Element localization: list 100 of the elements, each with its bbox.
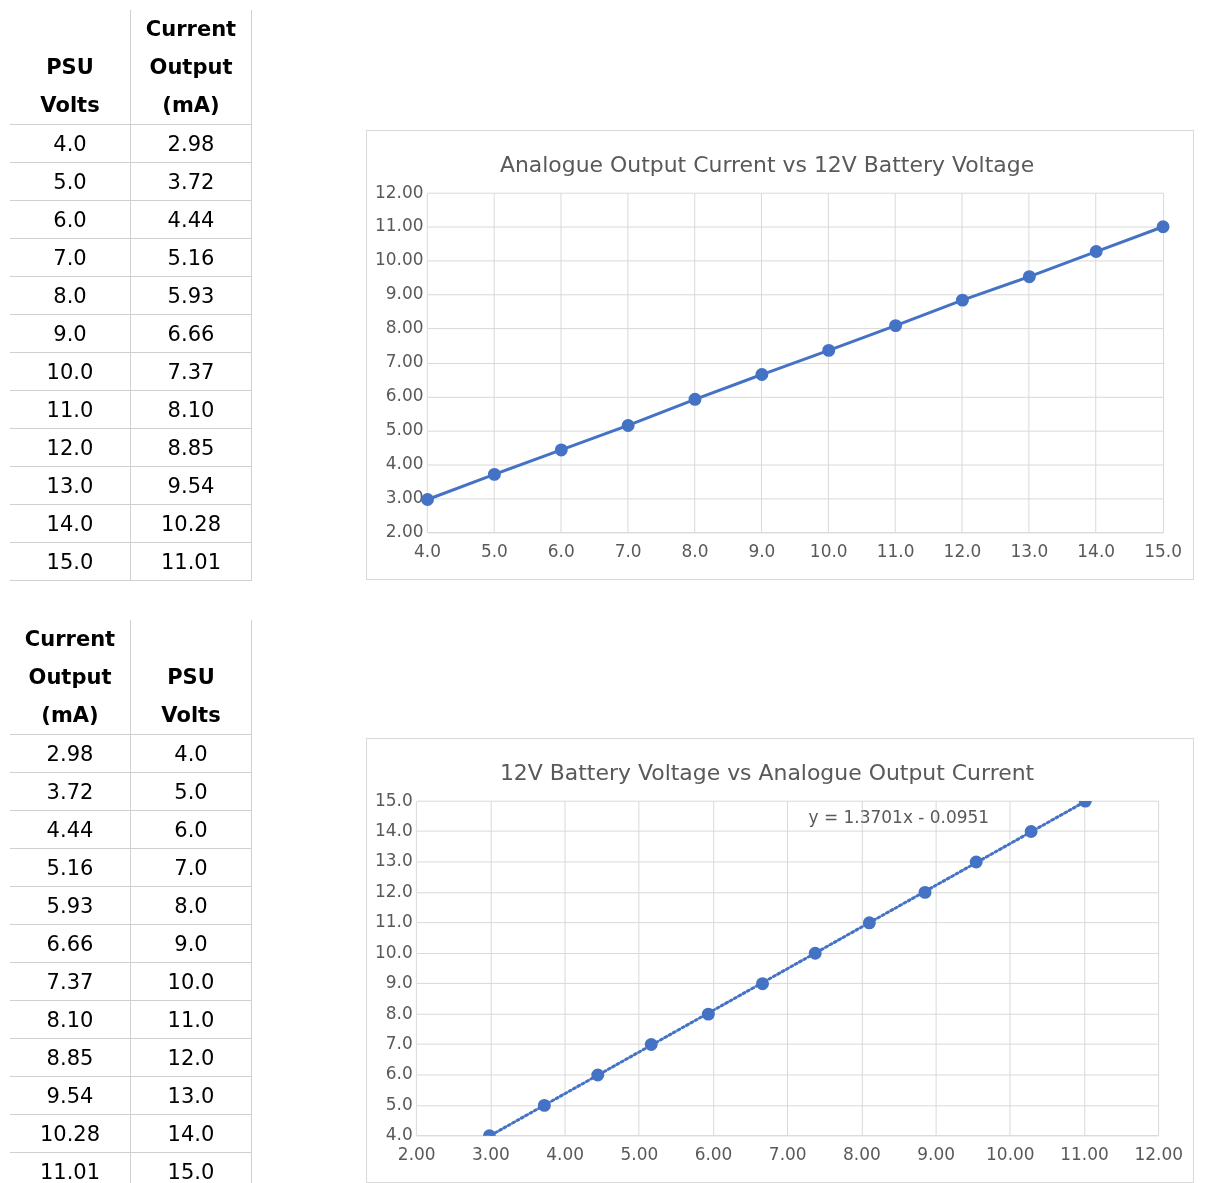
point xyxy=(554,443,568,457)
y-tick-label: 6.0 xyxy=(385,1063,413,1084)
point xyxy=(621,418,635,432)
text: 5.16 xyxy=(130,238,252,277)
text: 12.0 xyxy=(130,1038,252,1077)
text: 8.0 xyxy=(10,276,131,315)
y-tick-label: 4.0 xyxy=(385,1124,413,1145)
text: 5.16 xyxy=(10,848,131,887)
text: 10.28 xyxy=(130,504,252,543)
text: PSU Volts xyxy=(10,10,131,125)
text: 2.98 xyxy=(130,124,252,163)
y-tick-label: 2.00 xyxy=(385,521,424,542)
point xyxy=(1024,825,1038,839)
text: 9.54 xyxy=(130,466,252,505)
text: 5.93 xyxy=(10,886,131,925)
text: 4.44 xyxy=(10,810,131,849)
text: 12.0 xyxy=(10,428,131,467)
text: 11.01 xyxy=(130,542,252,581)
text: 8.10 xyxy=(10,1000,131,1039)
text: 3.72 xyxy=(10,772,131,811)
x-tick-label: 8.0 xyxy=(681,541,709,562)
y-tick-label: 9.0 xyxy=(385,972,413,993)
text: 8.85 xyxy=(10,1038,131,1077)
text: 10.28 xyxy=(10,1114,131,1153)
y-tick-label: 5.0 xyxy=(385,1093,413,1114)
point xyxy=(537,1098,551,1112)
point xyxy=(808,946,822,960)
x-tick-label: 4.0 xyxy=(414,541,441,562)
text: 5.93 xyxy=(130,276,252,315)
point xyxy=(756,977,769,991)
point xyxy=(1022,270,1036,284)
text: Current Output (mA) xyxy=(10,620,131,735)
text: 11.0 xyxy=(10,390,131,429)
x-tick-label: 9.00 xyxy=(917,1144,956,1165)
text: 8.0 xyxy=(130,886,252,925)
text: 11.0 xyxy=(130,1000,252,1039)
y-tick-label: 4.00 xyxy=(385,453,424,474)
x-tick-label: 6.00 xyxy=(694,1144,733,1165)
text: 9.0 xyxy=(10,314,131,353)
y-tick-label: 10.00 xyxy=(374,249,424,270)
point xyxy=(591,1068,605,1082)
point xyxy=(822,343,836,357)
x-tick-label: 7.0 xyxy=(614,541,642,562)
x-tick-label: 5.00 xyxy=(620,1144,659,1165)
text: 6.0 xyxy=(130,810,252,849)
point xyxy=(644,1038,658,1052)
text: 8.10 xyxy=(130,390,252,429)
y-tick-label: 3.00 xyxy=(385,487,424,508)
y-tick-label: 5.00 xyxy=(385,419,424,440)
point xyxy=(1089,245,1103,259)
y-tick-label: 13.0 xyxy=(374,850,413,871)
text: 10.0 xyxy=(10,352,131,391)
x-tick-label: 7.00 xyxy=(768,1144,807,1165)
text: 7.37 xyxy=(10,962,131,1001)
text: 3.72 xyxy=(130,162,252,201)
text: Current Output (mA) xyxy=(130,10,252,125)
x-tick-label: 4.00 xyxy=(546,1144,585,1165)
y-tick-label: 14.0 xyxy=(374,819,413,840)
x-tick-label: 12.00 xyxy=(1134,1144,1184,1165)
text: 13.0 xyxy=(130,1076,252,1115)
text: 5.0 xyxy=(10,162,131,201)
text: 8.85 xyxy=(130,428,252,467)
point xyxy=(955,293,969,307)
y-tick-label: 11.00 xyxy=(374,215,424,236)
point xyxy=(969,855,983,869)
point xyxy=(1156,220,1170,234)
x-tick-label: 15.0 xyxy=(1144,541,1182,562)
y-tick-label: 6.00 xyxy=(385,385,424,406)
point xyxy=(487,467,501,481)
x-tick-label: 10.0 xyxy=(809,541,848,562)
text: 7.37 xyxy=(130,352,252,391)
point xyxy=(755,368,769,381)
y-tick-label: 12.0 xyxy=(374,880,413,901)
text: 7.0 xyxy=(10,238,131,277)
text: 11.01 xyxy=(10,1152,131,1183)
text: 6.0 xyxy=(10,200,131,239)
x-tick-label: 3.00 xyxy=(472,1144,510,1165)
text: PSU Volts xyxy=(130,620,252,735)
y-tick-label: 7.00 xyxy=(385,351,424,372)
text: 5.0 xyxy=(130,772,252,811)
text: 9.0 xyxy=(130,924,252,963)
y-tick-label: 10.0 xyxy=(374,941,413,962)
chart-title: Analogue Output Current vs 12V Battery Voltage xyxy=(499,151,1035,177)
x-tick-label: 12.0 xyxy=(943,541,982,562)
text: 2.98 xyxy=(10,734,131,773)
x-tick-label: 8.00 xyxy=(843,1144,881,1165)
y-tick-label: 7.0 xyxy=(385,1032,413,1053)
text: 4.0 xyxy=(130,734,252,773)
x-tick-label: 13.0 xyxy=(1010,541,1049,562)
text: 10.0 xyxy=(130,962,252,1001)
text: 6.66 xyxy=(130,314,252,353)
point xyxy=(862,916,876,930)
x-tick-label: 9.0 xyxy=(748,541,776,562)
chart-title: 12V Battery Voltage vs Analogue Output Current xyxy=(499,759,1035,785)
x-tick-label: 5.0 xyxy=(480,541,508,562)
x-tick-label: 11.0 xyxy=(876,541,915,562)
text: 4.0 xyxy=(10,124,131,163)
y-tick-label: 9.00 xyxy=(385,283,424,304)
x-tick-label: 14.0 xyxy=(1077,541,1116,562)
x-tick-label: 11.00 xyxy=(1060,1144,1109,1165)
